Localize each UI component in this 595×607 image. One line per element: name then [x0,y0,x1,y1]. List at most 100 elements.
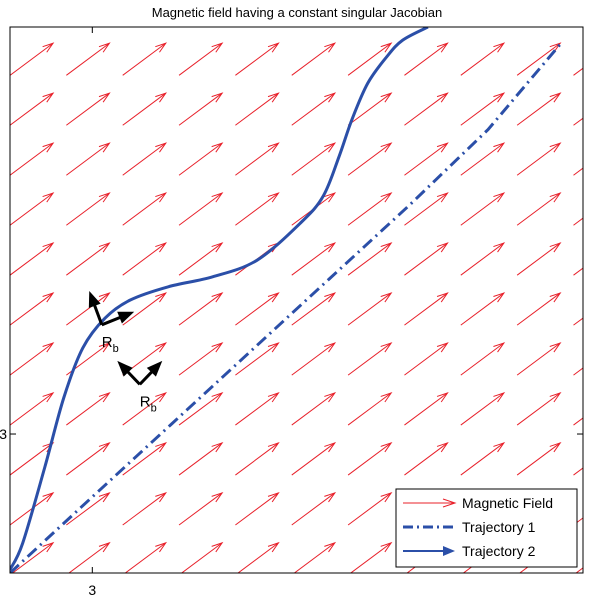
legend-label-field: Magnetic Field [462,495,553,511]
field-vector-shaft [347,292,392,326]
field-vector [10,92,55,126]
field-vector-shaft [178,342,223,376]
field-vector-head [380,142,393,153]
field-vector-shaft [124,542,167,573]
field-vector-shaft [516,292,561,326]
field-vector-shaft [404,292,448,326]
field-vector [460,42,506,76]
field-vector-shaft [575,567,583,573]
field-vector-shaft [122,192,167,226]
field-vector [460,292,506,326]
field-vector-head [324,292,337,303]
field-vector-shaft [404,142,448,176]
field-vector-shaft [178,92,223,126]
field-vector-shaft [178,242,223,276]
field-vector-shaft [460,242,505,276]
field-vector-shaft [66,142,110,176]
field-vector-head [436,392,449,403]
field-vector-shaft [66,442,110,476]
field-vector [460,442,506,476]
field-vector-shaft [122,442,167,476]
field-vector-head [549,142,562,153]
field-vector-head [42,541,55,553]
field-vector-shaft [235,342,279,376]
field-vector-head [324,192,337,203]
field-vector-head [549,292,562,303]
field-vector-head [155,392,168,403]
field-vector-shaft [573,117,583,126]
field-vector [66,292,111,326]
field-vector [122,442,168,476]
field-vector [291,292,337,326]
field-vector [347,292,393,326]
field-vector-shaft [178,142,223,176]
field-vector-shaft [237,542,279,573]
field-vector-shaft [293,542,336,573]
field-vector-head [98,392,111,403]
field-vector [10,292,55,326]
field-vector-head [493,92,506,103]
field-vector [460,242,506,276]
field-vector-head [493,242,506,253]
field-vector-head [380,342,393,353]
field-vector [404,142,449,176]
field-vector [291,392,337,426]
field-vector-head [42,242,55,253]
field-vector-shaft [291,42,336,76]
field-vector-head [42,491,55,503]
field-vector-head [267,392,280,403]
field-vector [291,42,337,76]
trajectory-2-line [10,27,429,571]
field-vector-head [324,142,337,153]
field-vector-head [324,242,337,253]
field-vector [291,142,337,176]
field-vector-shaft [68,542,110,573]
field-vector-head [211,192,224,203]
field-vector [516,242,562,276]
field-vector-head [155,42,168,53]
field-vector-shaft [516,392,561,426]
field-vector [178,491,224,526]
field-vector [573,317,583,326]
field-vector [573,467,583,476]
field-vector-head [493,42,506,53]
field-vector-head [155,192,168,203]
field-vector-head [493,392,506,403]
field-vector-shaft [347,242,392,276]
field-vector-shaft [291,92,336,126]
field-vector [66,242,111,276]
field-vector [516,342,562,376]
body-frame-label-subscript: b [151,402,157,414]
field-vector-shaft [573,267,583,276]
field-vector-head [380,42,393,53]
field-vector [460,392,506,426]
field-vector [235,292,280,326]
field-vector-shaft [122,42,167,76]
field-vector-head [324,342,337,353]
field-vector-head [267,142,280,153]
field-vector-shaft [404,242,448,276]
field-vector [573,417,583,426]
field-vector-shaft [347,142,392,176]
field-vector-head [42,192,55,203]
field-vector-head [380,292,393,303]
field-vector [347,192,393,226]
field-vector-shaft [66,492,110,526]
field-vector-head [211,392,224,403]
legend: Magnetic Field Trajectory 1 Trajectory 2 [395,488,578,568]
field-vector-shaft [347,192,392,226]
field-vector [460,342,506,376]
field-vector-shaft [516,42,561,76]
field-vector-head [549,342,562,353]
field-vector [235,442,280,476]
field-vector-head [380,491,393,503]
field-vector-head [324,392,337,403]
field-vector-shaft [460,42,505,76]
field-vector-shaft [10,92,54,126]
field-vector-head [42,342,55,353]
field-vector-shaft [347,42,392,76]
field-vector-shaft [66,192,110,226]
field-vector [178,92,224,126]
field-vector-shaft [178,42,223,76]
field-vector-shaft [347,492,392,526]
